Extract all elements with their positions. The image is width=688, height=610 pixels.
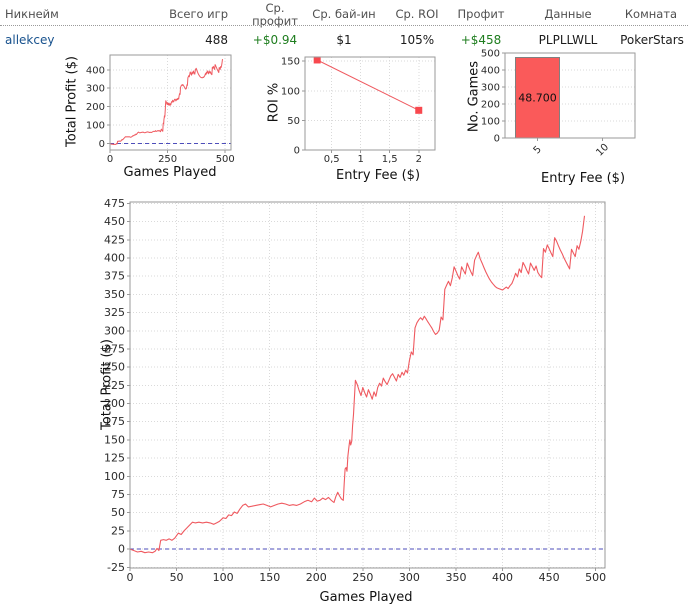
svg-text:250: 250 [352, 571, 373, 584]
svg-text:2: 2 [416, 154, 422, 165]
svg-text:200: 200 [306, 571, 327, 584]
large-total-profit-chart: 0 50 100 150 200 250 300 350 400 450 500-250255075… [104, 197, 606, 584]
av-profit-value: +$0.94 [252, 33, 298, 47]
svg-text:25: 25 [111, 524, 125, 537]
svg-text:450: 450 [539, 571, 560, 584]
small-profit-xlabel: Games Played [123, 165, 217, 180]
svg-text:325: 325 [104, 306, 125, 319]
svg-text:350: 350 [104, 288, 125, 301]
svg-text:150: 150 [281, 57, 300, 68]
svg-text:275: 275 [104, 342, 125, 355]
svg-text:0: 0 [99, 139, 105, 150]
svg-text:375: 375 [104, 270, 125, 283]
room-value: PokerStars [620, 33, 684, 47]
svg-text:425: 425 [104, 233, 125, 246]
svg-text:450: 450 [104, 215, 125, 228]
svg-text:250: 250 [104, 361, 125, 374]
col-header-data: Данные [544, 7, 592, 21]
svg-text:50: 50 [111, 506, 125, 519]
svg-text:0: 0 [127, 571, 134, 584]
large-profit-ylabel: Total Profit ($) [99, 339, 115, 430]
svg-text:500: 500 [585, 571, 606, 584]
total-games-value: 488 [205, 33, 228, 47]
svg-text:150: 150 [104, 433, 125, 446]
col-header-av-profit: Ср. профит [252, 1, 298, 28]
svg-text:0: 0 [294, 146, 300, 157]
svg-text:50: 50 [170, 571, 184, 584]
col-header-total-games: Всего игр [169, 7, 228, 21]
svg-text:200: 200 [86, 102, 105, 113]
svg-text:400: 400 [481, 66, 500, 77]
svg-text:10: 10 [594, 142, 611, 159]
svg-text:100: 100 [281, 86, 300, 97]
svg-text:500: 500 [216, 154, 235, 165]
svg-text:0: 0 [107, 154, 113, 165]
svg-text:0,5: 0,5 [324, 154, 340, 165]
large-profit-xlabel: Games Played [319, 590, 413, 605]
col-header-room: Комната [624, 7, 678, 21]
svg-text:250: 250 [158, 154, 177, 165]
svg-text:400: 400 [86, 65, 105, 76]
svg-text:400: 400 [104, 252, 125, 265]
recent-results-value: PLPLLWLL [538, 33, 598, 47]
svg-text:-25: -25 [107, 561, 125, 574]
svg-text:200: 200 [481, 100, 500, 111]
svg-text:100: 100 [86, 121, 105, 132]
svg-text:48.700: 48.700 [518, 92, 557, 105]
col-header-profit: Профит [457, 7, 505, 21]
svg-text:350: 350 [445, 571, 466, 584]
av-roi-value: 105% [399, 33, 435, 47]
col-header-av-buyin: Ср. бай-ин [312, 7, 376, 21]
svg-text:150: 150 [259, 571, 280, 584]
svg-text:0: 0 [118, 543, 125, 556]
svg-text:1: 1 [358, 154, 364, 165]
svg-text:1,5: 1,5 [382, 154, 398, 165]
player-nickname-link[interactable]: allekcey [5, 33, 55, 47]
svg-text:5: 5 [532, 144, 544, 156]
svg-text:175: 175 [104, 415, 125, 428]
svg-text:100: 100 [213, 571, 234, 584]
svg-text:125: 125 [104, 452, 125, 465]
small-profit-ylabel: Total Profit ($) [64, 56, 80, 147]
games-ylabel: No. Games [466, 60, 482, 133]
roi-chart: 0,5 1 1,5 2 0 50 100 150 [281, 56, 436, 165]
svg-text:100: 100 [481, 117, 500, 128]
profit-value: +$458 [460, 33, 502, 47]
svg-text:100: 100 [104, 470, 125, 483]
roi-xlabel: Entry Fee ($) [335, 168, 421, 183]
svg-text:0: 0 [494, 134, 500, 145]
header-separator [0, 25, 688, 26]
games-xlabel: Entry Fee ($) [540, 171, 626, 186]
svg-text:500: 500 [481, 49, 500, 60]
svg-text:50: 50 [287, 116, 300, 127]
svg-text:75: 75 [111, 488, 125, 501]
av-buyin-value: $1 [336, 33, 352, 47]
svg-text:225: 225 [104, 379, 125, 392]
small-total-profit-chart: 0 250 500 0 100 200 300 400 [86, 54, 235, 165]
svg-text:300: 300 [481, 83, 500, 94]
col-header-av-roi: Ср. ROI [395, 7, 439, 21]
svg-text:300: 300 [86, 84, 105, 95]
svg-text:200: 200 [104, 397, 125, 410]
svg-text:400: 400 [492, 571, 513, 584]
svg-text:300: 300 [104, 324, 125, 337]
roi-ylabel: ROI % [266, 82, 282, 123]
col-header-nickname: Никнейм [5, 7, 59, 21]
svg-text:475: 475 [104, 197, 125, 210]
svg-text:300: 300 [399, 571, 420, 584]
